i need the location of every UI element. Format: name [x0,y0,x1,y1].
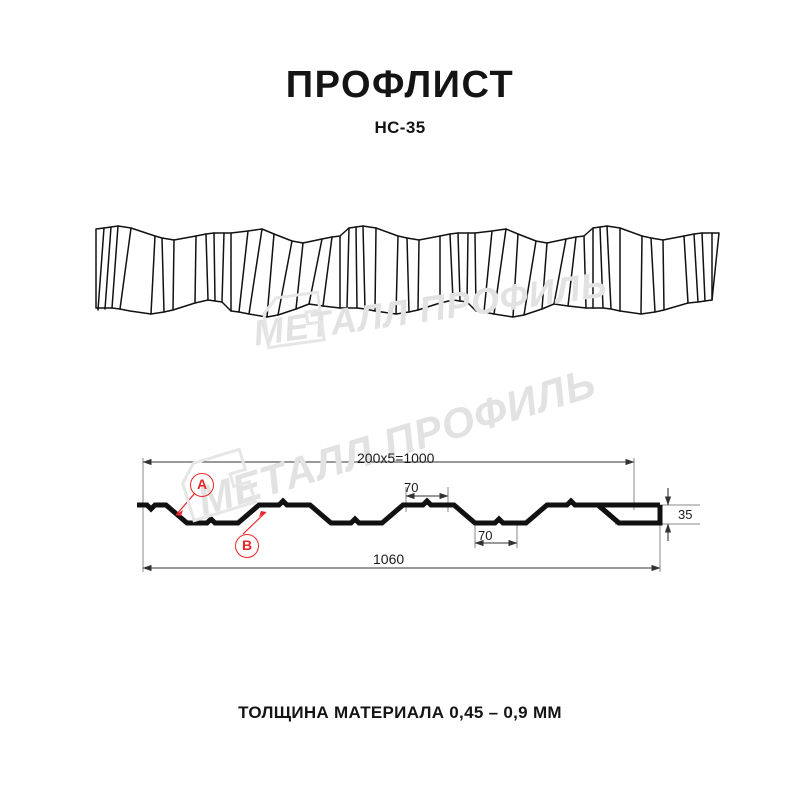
dimension-trough-width: 70 [478,528,493,543]
product-model-label: НС-35 [374,118,426,137]
dimension-crest-width: 70 [404,480,419,495]
watermark-top: МЕТАЛЛ ПРОФИЛЬ [250,263,610,354]
dimension-full-width: 1060 [373,551,405,567]
dimension-total-span: 200x5=1000 [357,450,435,466]
page-title: ПРОФЛИСТ [285,64,515,106]
material-thickness-caption: ТОЛЩИНА МАТЕРИАЛА 0,45 – 0,9 ММ [238,703,562,722]
callout-marker-b: B [235,534,259,558]
title-block: ПРОФЛИСТ НС-35 [0,66,800,138]
callout-marker-a: A [190,473,214,497]
dimension-height: 35 [678,507,693,522]
watermark-bottom: МЕТАЛЛ ПРОФИЛЬ [192,358,602,525]
